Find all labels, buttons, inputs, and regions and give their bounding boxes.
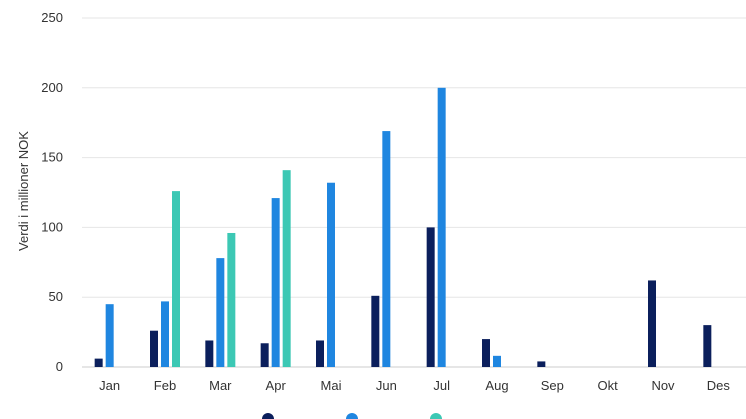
x-tick-label-feb: Feb	[154, 378, 176, 393]
y-tick-label: 0	[56, 359, 63, 374]
bar-mar-series-1[interactable]	[205, 340, 214, 367]
y-tick-label: 100	[41, 219, 63, 234]
bar-jan-series-1[interactable]	[94, 358, 103, 367]
gridlines	[82, 17, 746, 368]
x-tick-label-jun: Jun	[376, 378, 397, 393]
legend-item-3[interactable]	[430, 413, 442, 419]
x-tick-label-nov: Nov	[651, 378, 675, 393]
bar-apr-series-2[interactable]	[271, 198, 280, 367]
y-tick-label: 250	[41, 10, 63, 25]
bar-feb-series-1[interactable]	[150, 330, 158, 367]
bar-jan-series-2[interactable]	[105, 304, 114, 367]
bar-mai-series-1[interactable]	[316, 340, 324, 367]
legend-item-2[interactable]	[346, 413, 358, 419]
bars	[94, 87, 712, 368]
x-tick-label-sep: Sep	[541, 378, 564, 393]
y-axis-title: Verdi i millioner NOK	[16, 131, 31, 251]
bar-jun-series-2[interactable]	[382, 131, 391, 367]
x-tick-label-mar: Mar	[209, 378, 232, 393]
legend-marker	[346, 413, 358, 419]
y-tick-label: 50	[49, 289, 63, 304]
bar-mar-series-3[interactable]	[227, 232, 236, 367]
x-tick-label-jul: Jul	[433, 378, 450, 393]
bar-aug-series-2[interactable]	[493, 355, 501, 367]
y-tick-label: 200	[41, 80, 63, 95]
bar-apr-series-1[interactable]	[260, 343, 269, 367]
x-axis-ticks: Jan Feb Mar Apr Mai Jun Jul Aug Sep Okt Nov Des	[99, 378, 730, 393]
legend-item-1[interactable]	[262, 413, 274, 419]
bar-jul-series-1[interactable]	[426, 227, 435, 367]
legend-marker	[262, 413, 274, 419]
legend[interactable]	[262, 413, 442, 419]
x-tick-label-apr: Apr	[266, 378, 287, 393]
x-tick-label-jan: Jan	[99, 378, 120, 393]
y-tick-label: 150	[41, 150, 63, 165]
bar-feb-series-2[interactable]	[161, 301, 169, 367]
x-tick-label-aug: Aug	[485, 378, 508, 393]
bar-jul-series-2[interactable]	[437, 87, 446, 368]
x-tick-label-des: Des	[707, 378, 731, 393]
bar-mai-series-2[interactable]	[327, 182, 335, 367]
bar-des-series-1[interactable]	[703, 325, 712, 367]
bar-jun-series-1[interactable]	[371, 295, 380, 367]
bar-sep-series-1[interactable]	[537, 361, 546, 367]
bar-mar-series-2[interactable]	[216, 258, 225, 367]
x-tick-label-okt: Okt	[598, 378, 619, 393]
x-tick-label-mai: Mai	[321, 378, 342, 393]
bar-apr-series-3[interactable]	[282, 170, 291, 367]
bar-feb-series-3[interactable]	[172, 191, 180, 367]
bar-nov-series-1[interactable]	[648, 280, 656, 367]
legend-marker	[430, 413, 442, 419]
y-axis-ticks: 0 50 100 150 200 250	[41, 10, 63, 374]
bar-aug-series-1[interactable]	[482, 339, 490, 367]
